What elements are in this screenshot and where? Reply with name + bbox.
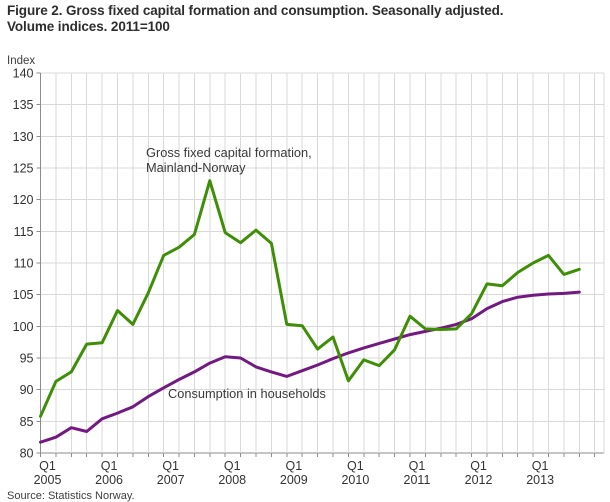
x-tick-year-label: 2012: [465, 473, 493, 487]
x-tick-year-label: 2011: [404, 473, 431, 487]
y-tick-label: 80: [20, 447, 34, 461]
x-tick-year-label: 2013: [526, 473, 554, 487]
gfcf-line: [39, 179, 581, 418]
y-tick-label: 85: [20, 415, 34, 429]
x-tick-quarter-label: Q1: [39, 459, 56, 473]
axis-unit-label: Index: [7, 55, 36, 67]
figure-title-line2: Volume indices. 2011=100: [7, 18, 170, 34]
x-tick-year-label: 2010: [341, 473, 369, 487]
figure-title-line1: Figure 2. Gross fixed capital formation …: [7, 3, 504, 18]
y-tick-label: 125: [13, 162, 34, 176]
x-tick-quarter-label: Q1: [532, 459, 549, 473]
x-tick-year-label: 2006: [95, 473, 123, 487]
y-tick-label: 110: [14, 257, 34, 271]
x-tick-year-label: 2008: [218, 473, 246, 487]
x-tick-year-label: 2007: [157, 473, 185, 487]
y-tick-label: 135: [13, 98, 34, 112]
source-note: Source: Statistics Norway.: [7, 490, 135, 502]
y-tick-label: 100: [13, 320, 34, 334]
y-tick-label: 120: [13, 193, 34, 207]
figure-header: Figure 2. Gross fixed capital formation …: [0, 0, 610, 52]
x-tick-quarter-label: Q1: [470, 459, 487, 473]
series-annotation: Gross fixed capital formation, Mainland-N…: [146, 145, 312, 175]
x-tick-year-label: 2009: [280, 473, 308, 487]
x-tick-quarter-label: Q1: [409, 459, 426, 473]
y-tick-label: 105: [13, 288, 34, 302]
line-chart: 80859095100105110115120125130135140Q1200…: [13, 67, 605, 487]
y-tick-label: 115: [14, 225, 34, 239]
x-tick-quarter-label: Q1: [162, 459, 179, 473]
x-tick-quarter-label: Q1: [285, 459, 302, 473]
x-tick-quarter-label: Q1: [347, 459, 364, 473]
chart-area: 80 85 90 95 100 105 110 115 120 125 130 135 140 Q1 200…: [0, 67, 610, 488]
y-tick-label: 140: [13, 67, 34, 81]
y-tick-label: 95: [20, 352, 34, 366]
y-tick-label: 130: [13, 130, 34, 144]
x-tick-quarter-label: Q1: [224, 459, 241, 473]
series-annotation: Consumption in households: [168, 386, 326, 401]
consumption-line: [39, 290, 581, 444]
y-tick-label: 90: [20, 383, 34, 397]
x-tick-quarter-label: Q1: [101, 459, 118, 473]
x-tick-year-label: 2005: [34, 473, 62, 487]
